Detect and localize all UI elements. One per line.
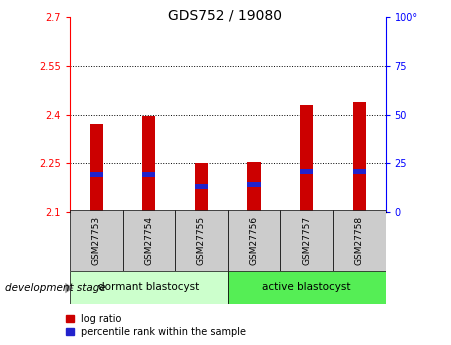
Polygon shape (65, 283, 74, 293)
Bar (90, 172, 103, 177)
Bar (333, 210, 386, 271)
Bar (175, 210, 228, 271)
Bar (142, 172, 156, 177)
Text: active blastocyst: active blastocyst (262, 282, 351, 292)
Text: development stage: development stage (5, 283, 105, 293)
Text: GSM27754: GSM27754 (144, 216, 153, 265)
Bar (353, 102, 366, 212)
Bar (90, 125, 103, 212)
Text: dormant blastocyst: dormant blastocyst (98, 282, 199, 292)
Text: GSM27756: GSM27756 (249, 216, 258, 265)
Bar (70, 271, 228, 304)
Text: GSM27755: GSM27755 (197, 216, 206, 265)
Legend: log ratio, percentile rank within the sample: log ratio, percentile rank within the sa… (66, 314, 246, 337)
Bar (248, 162, 261, 212)
Text: GSM27757: GSM27757 (302, 216, 311, 265)
Bar (70, 210, 123, 271)
Bar (228, 210, 281, 271)
Bar (300, 169, 313, 174)
Bar (300, 105, 313, 212)
Bar (353, 169, 366, 174)
Text: GSM27753: GSM27753 (92, 216, 101, 265)
Bar (228, 271, 386, 304)
Text: GDS752 / 19080: GDS752 / 19080 (169, 9, 282, 23)
Bar (195, 164, 208, 212)
Bar (195, 184, 208, 189)
Bar (248, 182, 261, 187)
Bar (281, 210, 333, 271)
Bar (142, 116, 156, 212)
Text: GSM27758: GSM27758 (355, 216, 364, 265)
Bar (123, 210, 175, 271)
